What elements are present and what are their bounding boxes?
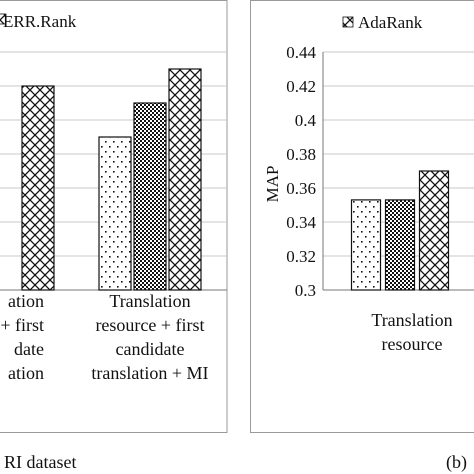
bar-dots — [98, 136, 132, 291]
y-tick-label: 0.32 — [286, 247, 316, 266]
category-label: date — [14, 339, 44, 359]
y-tick-label: 0.42 — [286, 77, 316, 96]
bar-diamond — [418, 170, 450, 291]
bar-checker — [133, 102, 167, 291]
y-tick-label: 0.38 — [286, 145, 316, 164]
y-tick-label: 0.34 — [286, 213, 316, 232]
category-label: + first — [0, 315, 44, 335]
category-label: resource — [382, 334, 443, 354]
y-tick-label: 0.4 — [295, 111, 317, 130]
legend-b-swatch — [342, 16, 354, 28]
y-tick-label: 0.36 — [286, 179, 316, 198]
y-tick-label: 0.3 — [295, 281, 316, 300]
category-label: Translation — [371, 310, 452, 330]
legend-a-swatch — [0, 13, 7, 25]
panel-a-chart: ation + first date ation Translation resource… — [0, 51, 227, 383]
category-label: ation — [8, 363, 44, 383]
category-label: Translation — [109, 291, 190, 311]
panel-a-caption: RI dataset — [4, 452, 76, 472]
bar-diamond — [21, 85, 55, 291]
panel-b-chart: 0.3 0.32 0.34 0.36 0.38 0.4 0.42 0.44 Translatio… — [286, 43, 474, 354]
panel-b-y-axis-label: MAP — [263, 166, 282, 203]
category-label: ation — [8, 291, 44, 311]
panel-b-frame — [250, 0, 474, 433]
legend-b-label: AdaRank — [358, 13, 423, 32]
legend-a-label: ERR.Rank — [3, 12, 77, 31]
panel-a-frame — [0, 0, 228, 433]
panel-b-label: (b) — [446, 452, 467, 473]
category-label: candidate — [116, 339, 185, 359]
bar-checker — [384, 199, 416, 291]
bar-diamond — [168, 68, 202, 291]
category-label: translation + MI — [91, 363, 208, 383]
y-tick-label: 0.44 — [286, 43, 316, 62]
bar-dots — [350, 199, 382, 291]
category-label: resource + first — [95, 315, 204, 335]
